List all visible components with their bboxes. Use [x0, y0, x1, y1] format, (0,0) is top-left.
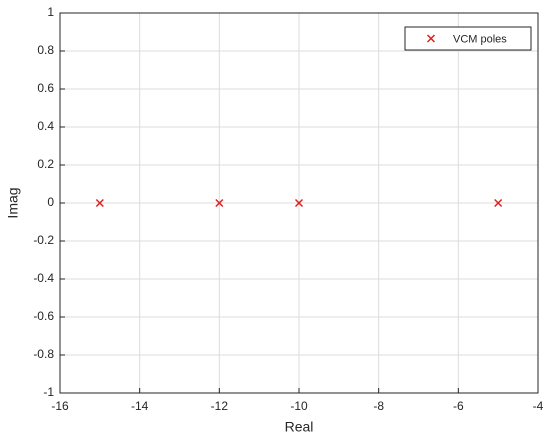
- y-tick-label: 0.4: [37, 119, 54, 133]
- x-tick-label: -16: [51, 399, 69, 413]
- pole-marker: [215, 198, 224, 208]
- y-axis-label: Imag: [5, 187, 21, 218]
- y-tick-label: 0.8: [37, 43, 54, 57]
- x-tick-label: -12: [211, 399, 229, 413]
- legend-marker: [426, 34, 436, 43]
- x-tick-label: -4: [533, 399, 544, 413]
- y-tick-label: -0.8: [33, 347, 54, 361]
- y-tick-label: 0.2: [37, 157, 54, 171]
- x-tick-label: -14: [131, 399, 149, 413]
- x-tick-label: -6: [453, 399, 464, 413]
- y-tick-label: 1: [47, 5, 54, 19]
- pole-marker: [95, 198, 104, 208]
- y-tick-label: -0.2: [33, 233, 54, 247]
- y-tick-label: -1: [43, 385, 54, 399]
- y-tick-label: -0.4: [33, 271, 54, 285]
- y-tick-label: 0: [47, 195, 54, 209]
- legend-label: VCM poles: [453, 33, 507, 45]
- y-tick-label: 0.6: [37, 81, 54, 95]
- x-axis-label: Real: [285, 419, 314, 435]
- legend-box: [404, 26, 532, 51]
- y-tick-label: -0.6: [33, 309, 54, 323]
- pole-marker: [294, 198, 304, 208]
- x-tick-label: -8: [373, 399, 384, 413]
- pole-marker: [494, 198, 503, 208]
- x-tick-label: -10: [290, 399, 308, 413]
- axes-box: [59, 12, 539, 394]
